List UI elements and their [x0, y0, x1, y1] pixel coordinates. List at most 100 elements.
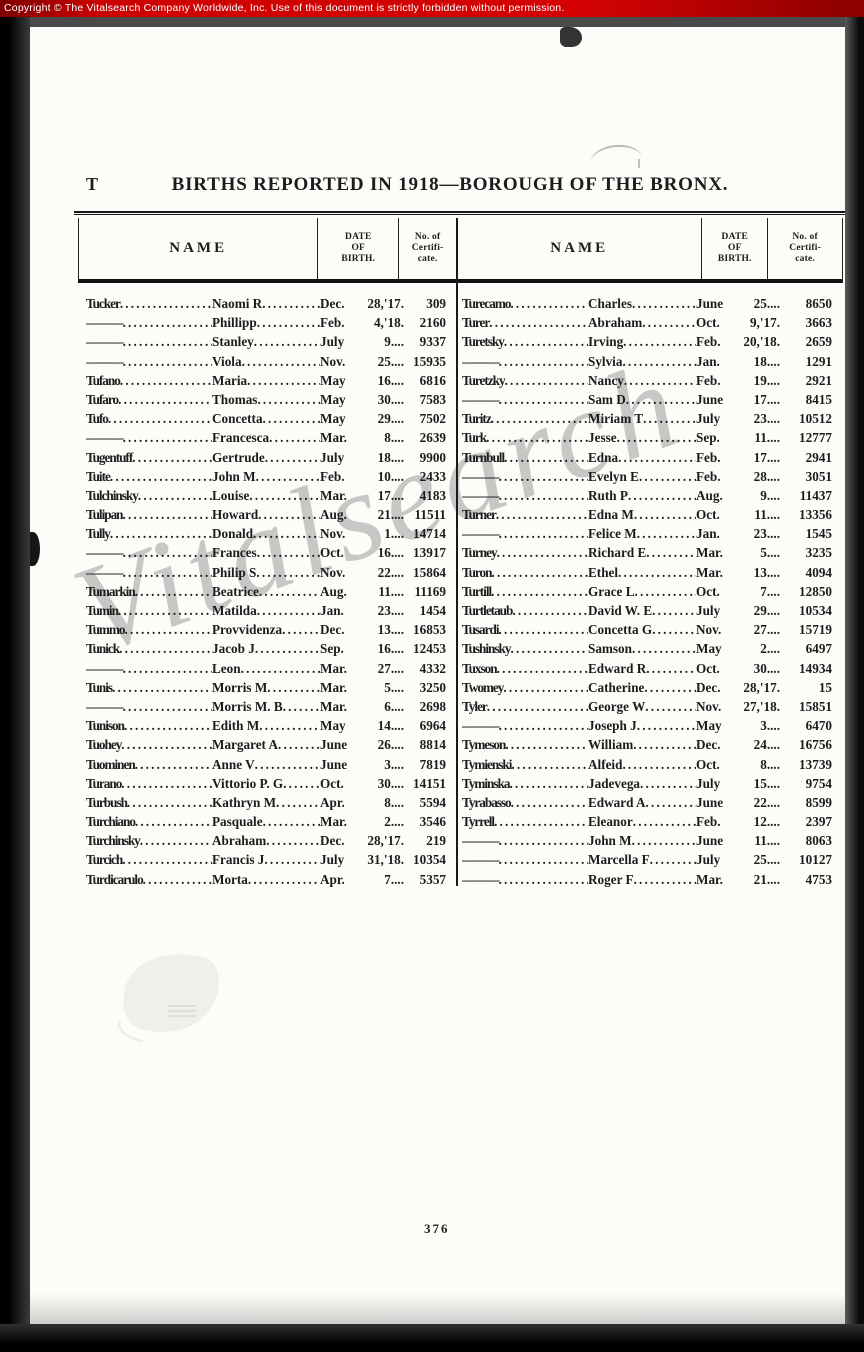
birth-month: May	[696, 641, 722, 657]
surname-cell: Tyrabasso	[462, 795, 588, 811]
surname-cell: Turer	[462, 315, 588, 331]
given-name: Philip S	[212, 564, 257, 580]
surname: Turitz	[462, 411, 492, 427]
surname-cell: Tulchinsky	[86, 488, 212, 504]
header-date-line: DATE	[345, 232, 372, 242]
certificate-number: 2659	[805, 334, 832, 350]
dot-leader	[511, 795, 588, 811]
dot-leader	[497, 661, 588, 677]
given-name: Phillipp	[212, 315, 257, 331]
surname-cell: ———	[462, 852, 588, 868]
dot-leader	[643, 411, 696, 427]
table-row: Turner Edna M Oct. 11.... 13356	[462, 507, 832, 526]
surname: ———	[462, 487, 500, 503]
surname-cell: Tumin	[86, 603, 212, 619]
dot-leader	[108, 411, 212, 427]
dot-leader	[282, 622, 320, 638]
surname: ———	[462, 871, 500, 887]
table-row: Tumin Matilda Jan. 23.... 1454	[86, 603, 446, 622]
given-name: Anne V	[212, 756, 255, 772]
birth-day: 2....	[384, 814, 404, 830]
given-name-cell: Grace L	[588, 584, 696, 600]
given-name: Frances	[212, 545, 257, 561]
given-name-cell: John M	[212, 469, 320, 485]
surname: Turetsky	[462, 334, 505, 350]
surname: Tunison	[86, 718, 125, 734]
birth-month: Feb.	[696, 372, 721, 388]
table-columns: Tucker Naomi R Dec. 28,'17. 309 ——— Phil…	[78, 296, 843, 891]
given-name-cell: Richard E	[588, 545, 696, 561]
birth-day: 12....	[753, 814, 780, 830]
dot-leader	[263, 814, 320, 830]
certificate-number: 9754	[805, 775, 832, 791]
given-name: Concetta G	[588, 622, 653, 638]
dot-leader	[266, 833, 320, 849]
birth-month: Jan.	[696, 526, 720, 542]
table-row: Tucker Naomi R Dec. 28,'17. 309	[86, 296, 446, 315]
surname: Turtill	[462, 583, 492, 599]
surname-cell: ———	[462, 354, 588, 370]
birth-day: 30....	[377, 391, 404, 407]
birth-month: Sep.	[320, 641, 344, 657]
certificate-number: 9900	[419, 449, 446, 465]
certificate-number: 2941	[805, 449, 832, 465]
certificate-number: 8650	[805, 296, 832, 311]
birth-month: Mar.	[320, 698, 347, 714]
surname-cell: Tufo	[86, 411, 212, 427]
dot-leader	[123, 430, 212, 446]
birth-month: Dec.	[696, 737, 721, 753]
surname: ———	[86, 564, 124, 580]
given-name-cell: Marcella F	[588, 852, 696, 868]
surname: Tuominen	[86, 756, 136, 772]
surname: Turbush	[86, 794, 128, 810]
birth-day: 21....	[753, 871, 780, 887]
certificate-number: 11511	[414, 507, 446, 523]
surname: Tyrabasso	[462, 794, 512, 810]
surname: ———	[462, 833, 500, 849]
given-name-cell: Kathryn M	[212, 795, 320, 811]
dot-leader	[259, 584, 320, 600]
dot-leader	[618, 450, 696, 466]
birth-month: June	[696, 833, 724, 849]
surname-cell: Turk	[462, 430, 588, 446]
surname-cell: ———	[462, 392, 588, 408]
dot-leader	[276, 795, 320, 811]
certificate-number: 6816	[419, 372, 446, 388]
birth-month: June	[696, 296, 724, 311]
dot-leader	[135, 584, 212, 600]
table-row: ——— Phillipp Feb. 4,'18. 2160	[86, 315, 446, 334]
header-date-left: DATE OF BIRTH.	[317, 218, 398, 279]
surname: Tyler	[462, 698, 488, 714]
surname-cell: Tunick	[86, 641, 212, 657]
surname: Tufo	[86, 411, 109, 427]
birth-month: Mar.	[696, 871, 723, 887]
given-name-cell: Viola	[212, 354, 320, 370]
birth-day: 30....	[753, 660, 780, 676]
dot-leader	[120, 373, 212, 389]
dot-leader	[635, 584, 696, 600]
birth-month: July	[320, 334, 345, 350]
birth-day: 22....	[377, 564, 404, 580]
dot-leader	[634, 872, 696, 888]
given-name: Charles	[588, 296, 632, 311]
table-row: Turk Jesse Sep. 11.... 12777	[462, 430, 832, 449]
given-name-cell: Pasquale	[212, 814, 320, 830]
surname-cell: ———	[462, 872, 588, 888]
dot-leader	[491, 565, 588, 581]
surname-cell: ———	[86, 661, 212, 677]
given-name-cell: Vittorio P. G	[212, 776, 320, 792]
dot-leader	[642, 315, 696, 331]
surname-cell: Tucker	[86, 296, 212, 312]
certificate-number: 13739	[799, 756, 832, 772]
dot-leader	[249, 488, 320, 504]
birth-month: Apr.	[320, 871, 345, 887]
dot-leader	[637, 718, 696, 734]
given-name: Miriam T	[588, 411, 644, 427]
table-row: ——— Felice M Jan. 23.... 1545	[462, 526, 832, 545]
table-row: Tushinsky Samson May 2.... 6497	[462, 641, 832, 660]
certificate-number: 7819	[419, 756, 446, 772]
surname-cell: Tyminska	[462, 776, 588, 792]
surname: Turnbull	[462, 449, 505, 465]
dot-leader	[269, 430, 320, 446]
right-column: Turecamo Charles June 25.... 8650 Turer …	[462, 296, 832, 891]
